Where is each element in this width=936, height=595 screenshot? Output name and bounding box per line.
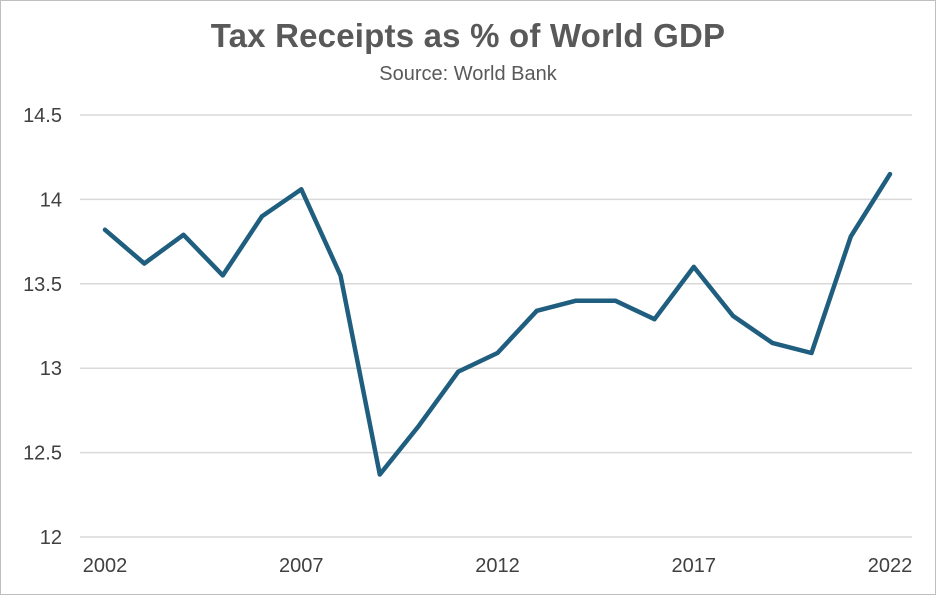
- data-point: [534, 308, 539, 313]
- y-tick-label: 14.5: [23, 105, 62, 127]
- gridlines: [80, 114, 912, 538]
- y-tick-label: 14: [40, 189, 62, 211]
- data-point: [299, 187, 304, 192]
- y-axis-ticks: 12 12.5 13 13.5 14 14.5: [23, 105, 62, 549]
- data-point: [220, 273, 225, 278]
- data-point: [574, 298, 578, 303]
- y-tick-label: 12.5: [23, 443, 62, 465]
- data-point: [103, 227, 107, 232]
- chart-subtitle: Source: World Bank: [379, 63, 557, 85]
- data-point: [417, 423, 421, 428]
- data-point: [888, 172, 892, 177]
- data-point: [691, 264, 696, 269]
- y-tick-label: 13.5: [23, 274, 62, 296]
- data-point: [613, 298, 618, 303]
- data-point: [731, 313, 735, 318]
- data-point: [809, 351, 814, 356]
- data-point: [495, 351, 500, 356]
- y-tick-label: 12: [40, 527, 62, 549]
- data-point: [260, 214, 264, 219]
- data-point: [142, 261, 147, 266]
- data-point: [338, 273, 343, 278]
- data-point: [181, 232, 186, 237]
- chart-title: Tax Receipts as % of World GDP: [210, 17, 726, 54]
- data-point: [456, 369, 461, 374]
- series-line: [102, 171, 893, 477]
- x-tick-label: 2022: [868, 555, 913, 577]
- x-tick-label: 2017: [672, 555, 717, 577]
- data-point: [652, 317, 657, 322]
- series-group: [102, 171, 893, 477]
- data-point: [377, 472, 382, 477]
- x-tick-label: 2002: [83, 555, 128, 577]
- data-point: [848, 234, 853, 239]
- data-point: [770, 340, 775, 345]
- x-axis-ticks: 2002 2007 2012 2017 2022: [83, 555, 913, 577]
- y-tick-label: 13: [40, 358, 62, 380]
- x-tick-label: 2012: [475, 555, 520, 577]
- x-tick-label: 2007: [279, 555, 324, 577]
